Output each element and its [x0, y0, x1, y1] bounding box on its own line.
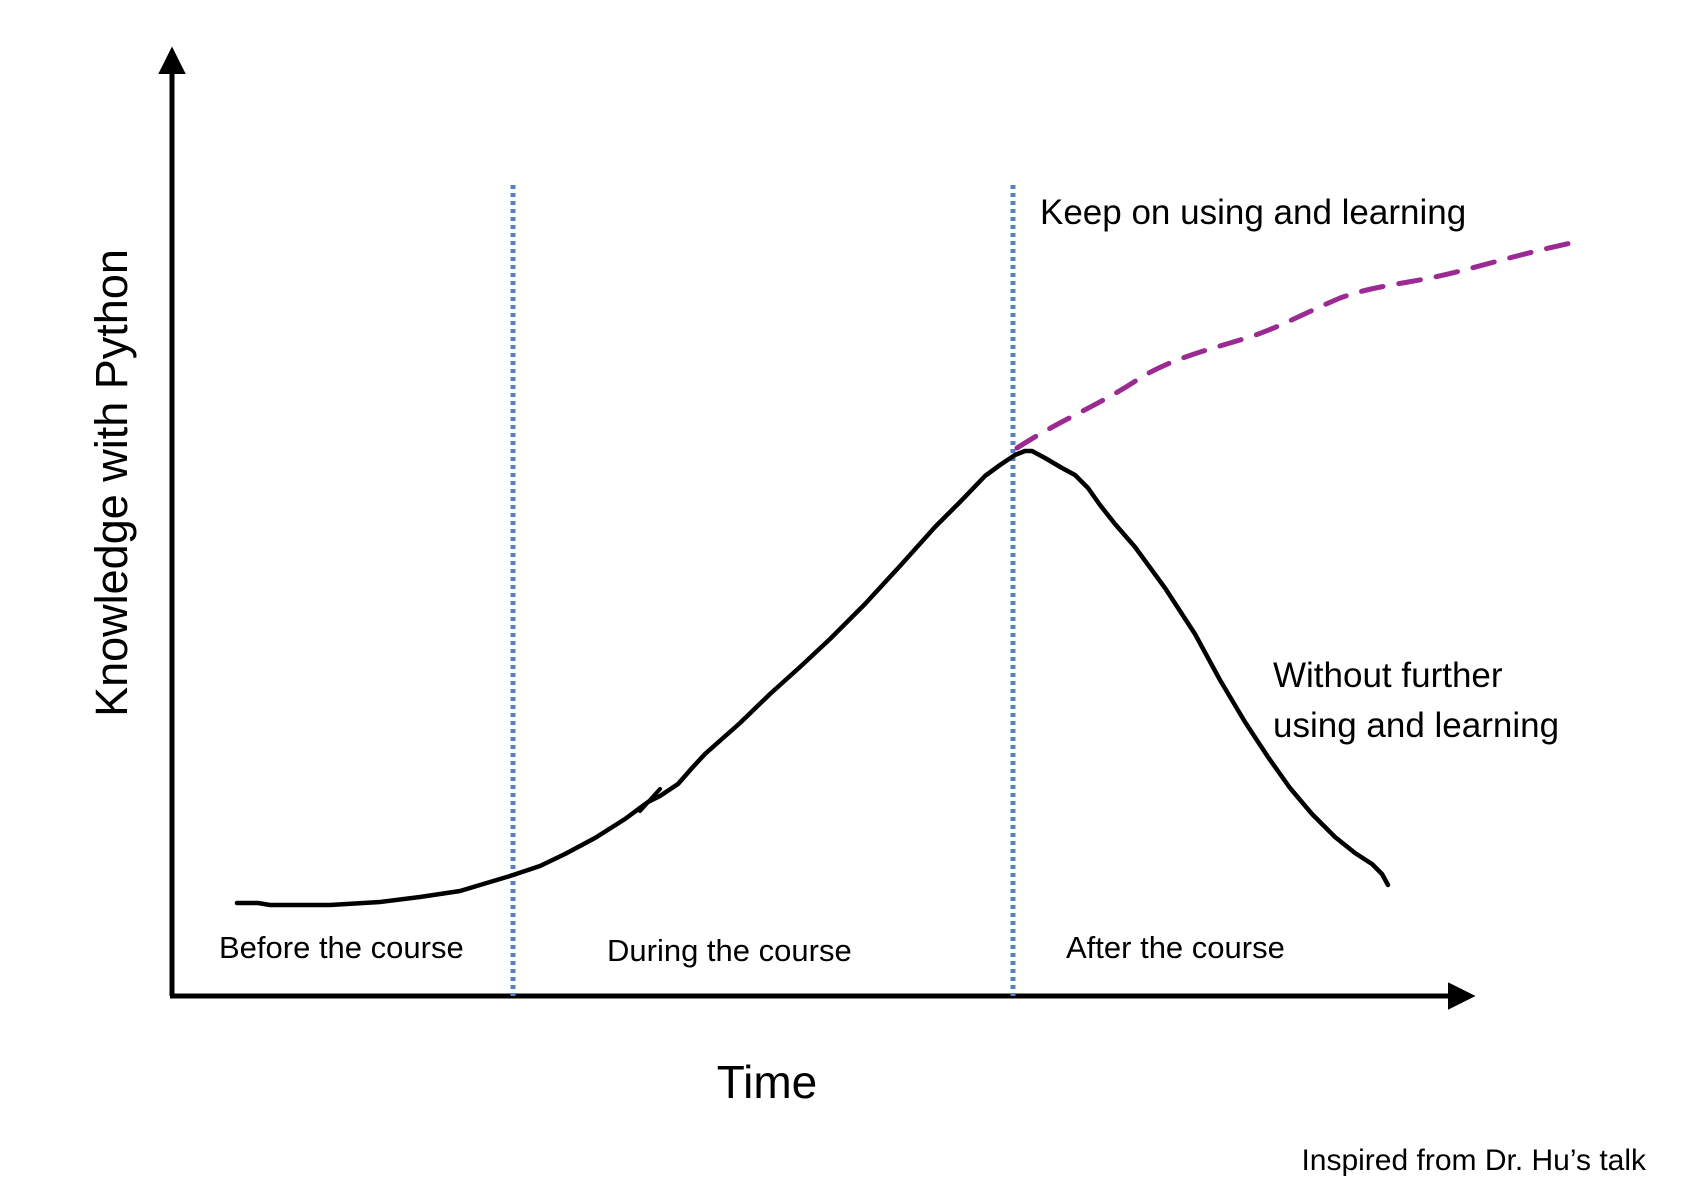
- phase-label-before: Before the course: [219, 930, 464, 965]
- curve-pen-artifact: [638, 787, 662, 813]
- credit-text: Inspired from Dr. Hu’s talk: [1301, 1144, 1647, 1177]
- continued-learning-curve: [1014, 238, 1583, 451]
- knowledge-curve: [234, 448, 1391, 908]
- annotation-keep-learning: Keep on using and learning: [1040, 193, 1466, 232]
- phase-label-after: After the course: [1066, 930, 1285, 965]
- x-axis-title: Time: [717, 1056, 818, 1108]
- annotation-without-further-line2: using and learning: [1273, 706, 1559, 745]
- phase-label-during: During the course: [607, 933, 852, 968]
- annotation-without-further-line1: Without further: [1273, 656, 1503, 695]
- y-axis-title: Knowledge with Python: [86, 249, 137, 717]
